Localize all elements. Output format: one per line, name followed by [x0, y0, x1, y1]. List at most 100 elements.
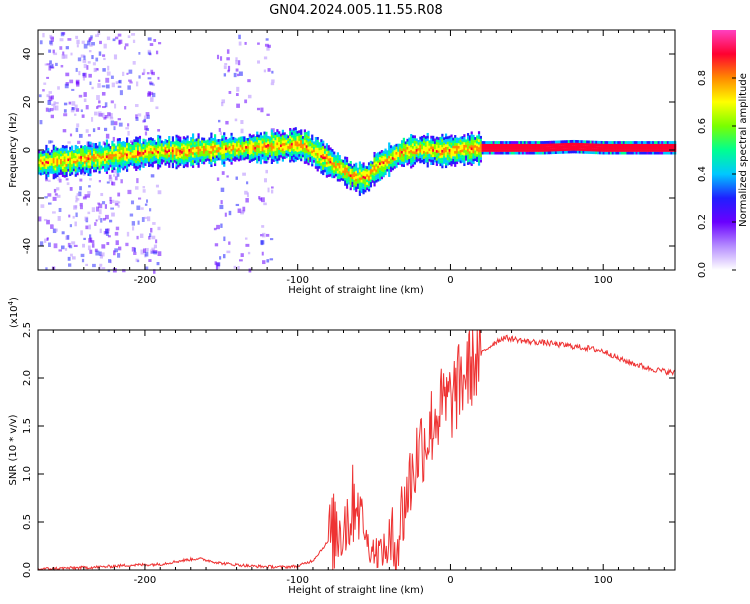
spectrogram-cell: [190, 152, 193, 156]
spectrogram-cell: [217, 149, 220, 153]
spectrogram-cell: [179, 136, 182, 140]
spectrogram-cell: [485, 141, 488, 144]
spectrogram-cell: [505, 141, 508, 144]
spectrogram-cell: [604, 151, 607, 155]
spectrogram-cell: [85, 167, 88, 171]
spectrogram-cell: [215, 262, 220, 267]
spectrogram-cell: [499, 143, 503, 147]
spectrogram-cell: [479, 135, 482, 139]
spectrogram-cell: [406, 159, 409, 163]
spectrogram-cell: [88, 50, 92, 53]
spectrogram-cell: [219, 204, 224, 210]
spectrogram-cell: [120, 162, 123, 166]
spectrogram-cell: [421, 141, 424, 145]
spectrogram-cell: [441, 141, 444, 145]
spectrogram-cell: [360, 190, 363, 194]
spectrogram-cell: [432, 135, 435, 139]
spectrogram-cell: [257, 147, 261, 151]
spectrogram-cell: [652, 149, 655, 152]
spectrogram-cell: [571, 142, 574, 146]
spectrogram-cell: [237, 153, 241, 157]
spectrogram-cell: [232, 142, 235, 145]
spectrogram-cell: [604, 146, 607, 150]
spectrogram-cell: [103, 163, 107, 167]
spectrogram-cell: [45, 152, 48, 156]
spectrogram-cell: [171, 141, 175, 145]
spectrogram-cell: [113, 121, 118, 126]
spectrogram-cell: [213, 227, 217, 231]
spectrogram-cell: [470, 149, 473, 153]
spectrogram-cell: [364, 186, 367, 190]
spectrogram-cell: [373, 151, 376, 155]
spectrogram-cell: [43, 218, 48, 222]
spectrogram-cell: [125, 127, 129, 130]
spectrogram-cell: [155, 157, 158, 161]
spectrogram-cell: [81, 153, 85, 157]
spectrogram-cell: [135, 147, 138, 150]
spectrogram-cell: [642, 151, 646, 155]
spectrogram-cell: [230, 132, 233, 136]
spectrogram-cell: [663, 141, 666, 144]
spectrogram-cell: [494, 146, 497, 150]
spectrogram-cell: [468, 153, 471, 157]
spectrogram-cell: [201, 153, 204, 157]
spectrogram-cell: [567, 140, 570, 143]
spectrogram-cell: [336, 162, 339, 166]
spectrogram-cell: [68, 245, 73, 249]
spectrogram-cell: [463, 142, 466, 145]
spectrogram-cell: [400, 163, 404, 167]
spectrogram-cell: [507, 141, 510, 144]
spectrogram-cell: [272, 135, 275, 139]
spectrogram-cell: [102, 68, 106, 72]
spectrogram-cell: [512, 151, 515, 155]
spectrogram-cell: [347, 179, 350, 182]
spectrogram-cell: [127, 189, 132, 195]
spectrogram-cell: [641, 146, 644, 150]
spectrogram-cell: [384, 167, 387, 170]
spectrogram-cell: [202, 140, 206, 144]
spectrogram-cell: [613, 149, 616, 152]
spectrogram-cell: [162, 149, 165, 152]
spectrogram-cell: [135, 114, 138, 119]
spectrogram-cell: [591, 143, 594, 147]
spectrogram-cell: [518, 143, 521, 147]
spectrogram-cell: [69, 157, 72, 161]
spectrogram-cell: [650, 151, 653, 155]
spectrogram-cell: [158, 148, 162, 152]
spectrogram-cell: [307, 130, 310, 134]
spectrogram-cell: [223, 161, 226, 165]
spectrogram-cell: [296, 151, 299, 155]
spectrogram-cell: [41, 153, 44, 157]
spectrogram-cell: [584, 145, 587, 149]
spectrogram-cell: [292, 135, 295, 139]
spectrogram-cell: [140, 161, 143, 165]
spectrogram-cell: [65, 46, 69, 50]
spectrogram-cell: [107, 154, 110, 158]
spectrogram-cell: [52, 165, 55, 169]
spectrogram-cell: [406, 157, 409, 161]
spectrogram-cell: [147, 137, 151, 141]
spectrogram-cell: [426, 148, 429, 152]
spectrogram-cell: [466, 151, 470, 155]
spectrogram-cell: [477, 136, 481, 140]
spectrogram-cell: [399, 159, 402, 163]
spectrogram-cell: [202, 143, 206, 146]
spectrogram-cell: [565, 150, 569, 154]
spectrogram-cell: [422, 161, 426, 165]
spectrogram-cell: [426, 143, 429, 147]
spectrogram-cell: [259, 153, 263, 157]
spectrogram-cell: [127, 35, 131, 39]
spectrogram-cell: [334, 171, 338, 174]
spectrogram-cell: [157, 142, 160, 146]
spectrogram-cell: [498, 143, 501, 147]
spectrogram-cell: [422, 140, 426, 143]
spectrogram-cell: [52, 150, 55, 153]
spectrogram-cell: [437, 153, 440, 156]
spectrogram-cell: [89, 160, 92, 164]
spectrogram-cell: [630, 146, 633, 150]
spectrogram-cell: [250, 153, 253, 157]
spectrogram-cell: [72, 168, 76, 172]
spectrogram-cell: [234, 153, 237, 157]
spectrogram-cell: [106, 115, 109, 119]
spectrogram-cell: [102, 157, 105, 161]
